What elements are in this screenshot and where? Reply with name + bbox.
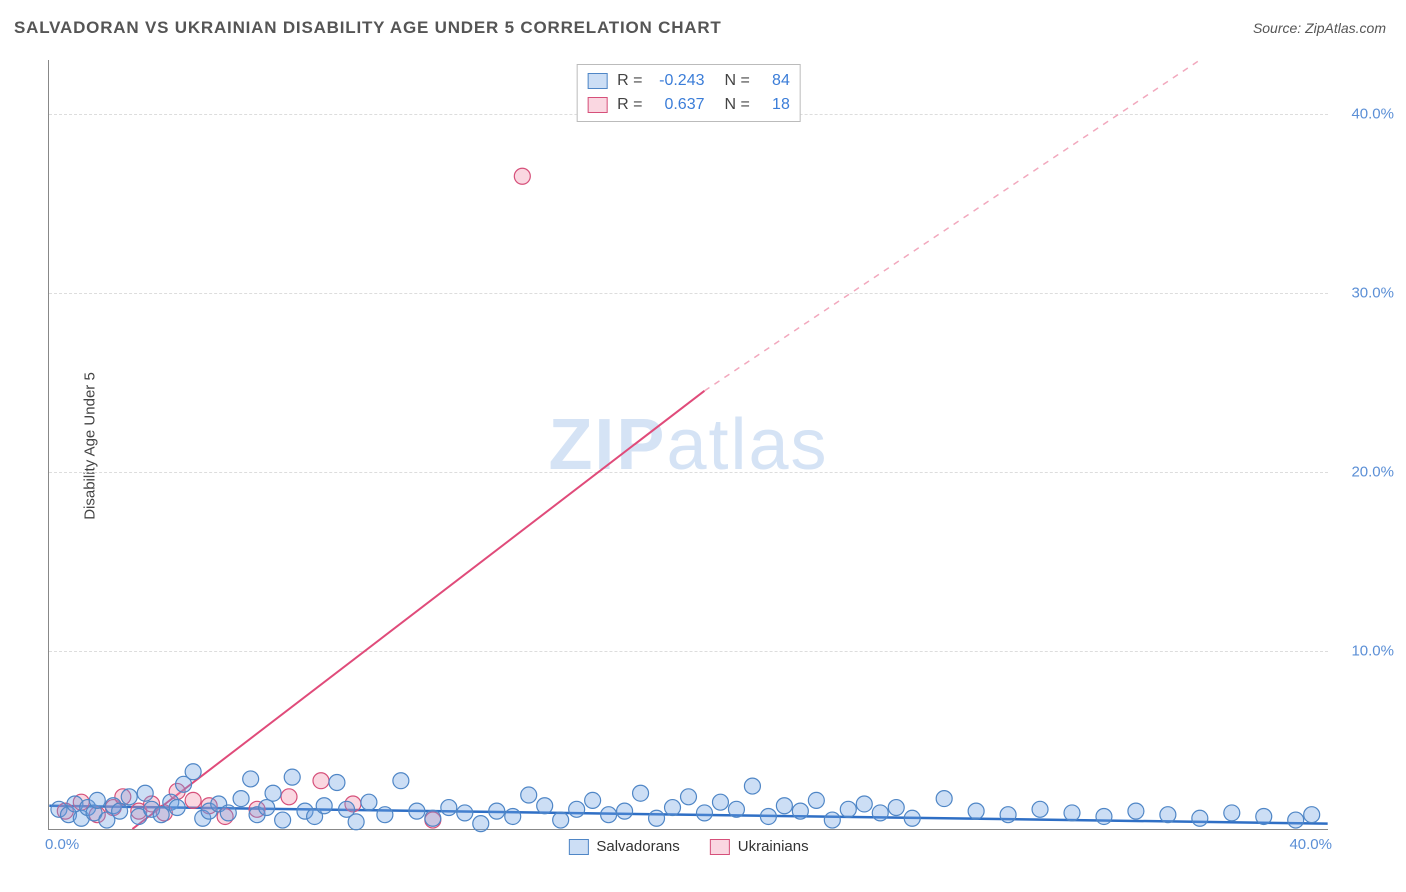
n-label-0: N = (725, 69, 750, 93)
bottom-legend: Salvadorans Ukrainians (568, 838, 808, 855)
xtick-right: 40.0% (1289, 836, 1332, 853)
swatch-ukrainians (587, 97, 607, 113)
ytick-label: 40.0% (1351, 105, 1394, 122)
r-value-0: -0.243 (653, 69, 705, 93)
legend-label-ukrainians: Ukrainians (738, 838, 809, 855)
n-value-0: 84 (760, 69, 790, 93)
swatch-salvadorans (587, 73, 607, 89)
ytick-label: 10.0% (1351, 642, 1394, 659)
legend-item-ukrainians: Ukrainians (710, 838, 809, 855)
legend-swatch-ukrainians (710, 839, 730, 855)
ytick-label: 20.0% (1351, 463, 1394, 480)
correlation-chart: SALVADORAN VS UKRAINIAN DISABILITY AGE U… (0, 0, 1406, 892)
n-label-1: N = (725, 93, 750, 117)
chart-title: SALVADORAN VS UKRAINIAN DISABILITY AGE U… (14, 18, 722, 38)
legend-label-salvadorans: Salvadorans (596, 838, 679, 855)
legend-swatch-salvadorans (568, 839, 588, 855)
xtick-left: 0.0% (45, 836, 79, 853)
legend-item-salvadorans: Salvadorans (568, 838, 679, 855)
ytick-label: 30.0% (1351, 284, 1394, 301)
r-label-1: R = (617, 93, 642, 117)
stats-row-salvadorans: R = -0.243 N = 84 (587, 69, 790, 93)
scatter-svg (49, 60, 1328, 829)
plot-area: ZIPatlas 10.0%20.0%30.0%40.0% R = -0.243… (48, 60, 1328, 830)
stats-legend: R = -0.243 N = 84 R = 0.637 N = 18 (576, 64, 801, 122)
r-value-1: 0.637 (653, 93, 705, 117)
r-label-0: R = (617, 69, 642, 93)
source-attribution: Source: ZipAtlas.com (1253, 20, 1386, 36)
stats-row-ukrainians: R = 0.637 N = 18 (587, 93, 790, 117)
n-value-1: 18 (760, 93, 790, 117)
